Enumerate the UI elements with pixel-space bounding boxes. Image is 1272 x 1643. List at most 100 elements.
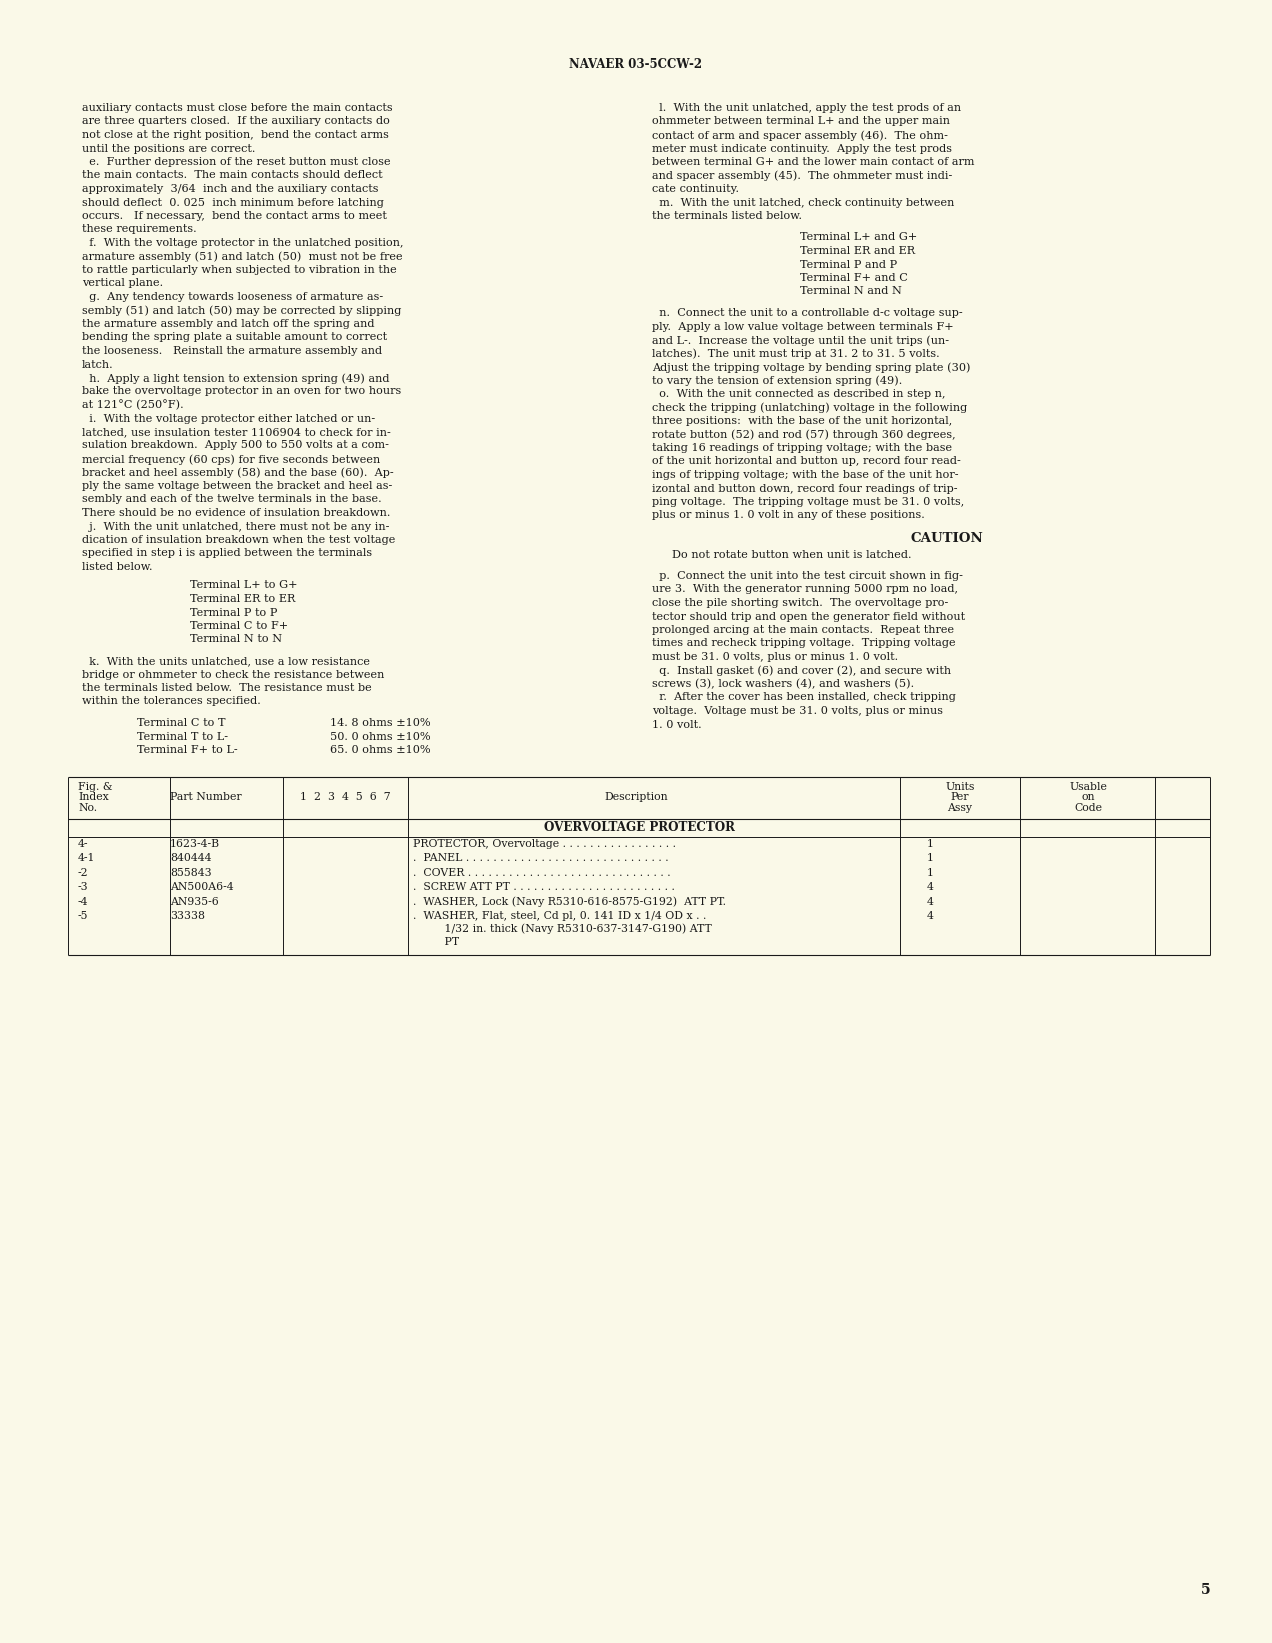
Text: Terminal L+ and G+: Terminal L+ and G+ (800, 233, 917, 243)
Text: 33338: 33338 (170, 912, 205, 922)
Text: 5: 5 (1201, 1582, 1210, 1597)
Text: screws (3), lock washers (4), and washers (5).: screws (3), lock washers (4), and washer… (653, 679, 915, 690)
Text: h.  Apply a light tension to extension spring (49) and: h. Apply a light tension to extension sp… (81, 373, 389, 383)
Text: Terminal L+ to G+: Terminal L+ to G+ (190, 580, 298, 590)
Text: and L-.  Increase the voltage until the unit trips (un-: and L-. Increase the voltage until the u… (653, 335, 949, 345)
Text: Terminal C to F+: Terminal C to F+ (190, 621, 289, 631)
Text: ohmmeter between terminal L+ and the upper main: ohmmeter between terminal L+ and the upp… (653, 117, 950, 127)
Text: prolonged arcing at the main contacts.  Repeat three: prolonged arcing at the main contacts. R… (653, 624, 954, 634)
Text: cate continuity.: cate continuity. (653, 184, 739, 194)
Text: Index: Index (78, 792, 108, 802)
Text: ings of tripping voltage; with the base of the unit hor-: ings of tripping voltage; with the base … (653, 470, 959, 480)
Text: contact of arm and spacer assembly (46).  The ohm-: contact of arm and spacer assembly (46).… (653, 130, 948, 141)
Text: 4-: 4- (78, 838, 89, 849)
Text: 4: 4 (926, 882, 934, 892)
Text: the armature assembly and latch off the spring and: the armature assembly and latch off the … (81, 319, 374, 329)
Text: Fig. &: Fig. & (78, 782, 112, 792)
Text: auxiliary contacts must close before the main contacts: auxiliary contacts must close before the… (81, 104, 393, 113)
Text: within the tolerances specified.: within the tolerances specified. (81, 697, 261, 706)
Text: meter must indicate continuity.  Apply the test prods: meter must indicate continuity. Apply th… (653, 143, 951, 153)
Text: izontal and button down, record four readings of trip-: izontal and button down, record four rea… (653, 483, 958, 493)
Text: sulation breakdown.  Apply 500 to 550 volts at a com-: sulation breakdown. Apply 500 to 550 vol… (81, 440, 389, 450)
Text: r.  After the cover has been installed, check tripping: r. After the cover has been installed, c… (653, 692, 955, 703)
Text: No.: No. (78, 803, 97, 813)
Text: Code: Code (1074, 803, 1102, 813)
Text: approximately  3/64  inch and the auxiliary contacts: approximately 3/64 inch and the auxiliar… (81, 184, 379, 194)
Text: sembly and each of the twelve terminals in the base.: sembly and each of the twelve terminals … (81, 495, 382, 504)
Text: ply the same voltage between the bracket and heel as-: ply the same voltage between the bracket… (81, 481, 392, 491)
Text: -3: -3 (78, 882, 89, 892)
Text: OVERVOLTAGE PROTECTOR: OVERVOLTAGE PROTECTOR (543, 822, 734, 835)
Text: Terminal F+ to L-: Terminal F+ to L- (137, 744, 238, 756)
Text: Terminal F+ and C: Terminal F+ and C (800, 273, 908, 283)
Text: at 121°C (250°F).: at 121°C (250°F). (81, 399, 183, 411)
Text: bending the spring plate a suitable amount to correct: bending the spring plate a suitable amou… (81, 332, 387, 342)
Text: armature assembly (51) and latch (50)  must not be free: armature assembly (51) and latch (50) mu… (81, 251, 403, 263)
Text: are three quarters closed.  If the auxiliary contacts do: are three quarters closed. If the auxili… (81, 117, 391, 127)
Text: plus or minus 1. 0 volt in any of these positions.: plus or minus 1. 0 volt in any of these … (653, 511, 925, 521)
Text: latched, use insulation tester 1106904 to check for in-: latched, use insulation tester 1106904 t… (81, 427, 391, 437)
Text: q.  Install gasket (6) and cover (2), and secure with: q. Install gasket (6) and cover (2), and… (653, 665, 951, 675)
Text: vertical plane.: vertical plane. (81, 279, 163, 289)
Text: Terminal ER to ER: Terminal ER to ER (190, 595, 295, 605)
Text: AN500A6-4: AN500A6-4 (170, 882, 234, 892)
Text: 840444: 840444 (170, 853, 211, 863)
Text: 1: 1 (926, 868, 934, 877)
Text: CAUTION: CAUTION (911, 532, 983, 545)
Text: sembly (51) and latch (50) may be corrected by slipping: sembly (51) and latch (50) may be correc… (81, 306, 402, 315)
Text: Description: Description (604, 792, 668, 802)
Text: Assy: Assy (948, 803, 973, 813)
Text: Terminal ER and ER: Terminal ER and ER (800, 246, 915, 256)
Text: -4: -4 (78, 897, 89, 907)
Text: Terminal T to L-: Terminal T to L- (137, 731, 228, 741)
Text: the main contacts.  The main contacts should deflect: the main contacts. The main contacts sho… (81, 171, 383, 181)
Text: Terminal P and P: Terminal P and P (800, 260, 897, 269)
Text: .  SCREW ATT PT . . . . . . . . . . . . . . . . . . . . . . . .: . SCREW ATT PT . . . . . . . . . . . . .… (413, 882, 675, 892)
Text: mercial frequency (60 cps) for five seconds between: mercial frequency (60 cps) for five seco… (81, 453, 380, 465)
Text: tector should trip and open the generator field without: tector should trip and open the generato… (653, 611, 965, 621)
Text: these requirements.: these requirements. (81, 225, 197, 235)
Text: j.  With the unit unlatched, there must not be any in-: j. With the unit unlatched, there must n… (81, 521, 389, 531)
Text: Do not rotate button when unit is latched.: Do not rotate button when unit is latche… (672, 549, 912, 560)
Text: 4: 4 (926, 912, 934, 922)
Text: p.  Connect the unit into the test circuit shown in fig-: p. Connect the unit into the test circui… (653, 572, 963, 582)
Text: n.  Connect the unit to a controllable d-c voltage sup-: n. Connect the unit to a controllable d-… (653, 307, 963, 319)
Text: 1  2  3  4  5  6  7: 1 2 3 4 5 6 7 (300, 792, 391, 802)
Text: k.  With the units unlatched, use a low resistance: k. With the units unlatched, use a low r… (81, 656, 370, 665)
Text: f.  With the voltage protector in the unlatched position,: f. With the voltage protector in the unl… (81, 238, 403, 248)
Text: specified in step i is applied between the terminals: specified in step i is applied between t… (81, 549, 373, 559)
Text: 65. 0 ohms ±10%: 65. 0 ohms ±10% (329, 744, 431, 756)
Text: .  WASHER, Flat, steel, Cd pl, 0. 141 ID x 1/4 OD x . .: . WASHER, Flat, steel, Cd pl, 0. 141 ID … (413, 912, 706, 922)
Text: ply.  Apply a low value voltage between terminals F+: ply. Apply a low value voltage between t… (653, 322, 954, 332)
Text: must be 31. 0 volts, plus or minus 1. 0 volt.: must be 31. 0 volts, plus or minus 1. 0 … (653, 652, 898, 662)
Text: PROTECTOR, Overvoltage . . . . . . . . . . . . . . . . .: PROTECTOR, Overvoltage . . . . . . . . .… (413, 838, 675, 849)
Text: until the positions are correct.: until the positions are correct. (81, 143, 256, 153)
Text: 1: 1 (926, 853, 934, 863)
Text: the terminals listed below.: the terminals listed below. (653, 210, 803, 222)
Text: rotate button (52) and rod (57) through 360 degrees,: rotate button (52) and rod (57) through … (653, 429, 955, 440)
Text: AN935-6: AN935-6 (170, 897, 219, 907)
Text: voltage.  Voltage must be 31. 0 volts, plus or minus: voltage. Voltage must be 31. 0 volts, pl… (653, 706, 943, 716)
Text: .  COVER . . . . . . . . . . . . . . . . . . . . . . . . . . . . . .: . COVER . . . . . . . . . . . . . . . . … (413, 868, 670, 877)
Text: ure 3.  With the generator running 5000 rpm no load,: ure 3. With the generator running 5000 r… (653, 585, 958, 595)
Text: Part Number: Part Number (170, 792, 242, 802)
Text: dication of insulation breakdown when the test voltage: dication of insulation breakdown when th… (81, 536, 396, 545)
Text: 1: 1 (926, 838, 934, 849)
Text: of the unit horizontal and button up, record four read-: of the unit horizontal and button up, re… (653, 457, 960, 467)
Text: -2: -2 (78, 868, 89, 877)
Text: Adjust the tripping voltage by bending spring plate (30): Adjust the tripping voltage by bending s… (653, 361, 971, 373)
Text: Terminal C to T: Terminal C to T (137, 718, 225, 728)
Text: and spacer assembly (45).  The ohmmeter must indi-: and spacer assembly (45). The ohmmeter m… (653, 171, 953, 181)
Text: i.  With the voltage protector either latched or un-: i. With the voltage protector either lat… (81, 414, 375, 424)
Text: m.  With the unit latched, check continuity between: m. With the unit latched, check continui… (653, 197, 954, 207)
Text: latches).  The unit must trip at 31. 2 to 31. 5 volts.: latches). The unit must trip at 31. 2 to… (653, 348, 940, 360)
Text: 1623-4-B: 1623-4-B (170, 838, 220, 849)
Text: 1/32 in. thick (Navy R5310-637-3147-G190) ATT: 1/32 in. thick (Navy R5310-637-3147-G190… (413, 923, 712, 935)
Text: NAVAER 03-5CCW-2: NAVAER 03-5CCW-2 (570, 58, 702, 71)
Text: .  WASHER, Lock (Navy R5310-616-8575-G192)  ATT PT.: . WASHER, Lock (Navy R5310-616-8575-G192… (413, 897, 726, 907)
Text: Terminal P to P: Terminal P to P (190, 608, 277, 618)
Text: not close at the right position,  bend the contact arms: not close at the right position, bend th… (81, 130, 389, 140)
Text: o.  With the unit connected as described in step n,: o. With the unit connected as described … (653, 389, 945, 399)
Text: There should be no evidence of insulation breakdown.: There should be no evidence of insulatio… (81, 508, 391, 518)
Text: 1. 0 volt.: 1. 0 volt. (653, 720, 702, 729)
